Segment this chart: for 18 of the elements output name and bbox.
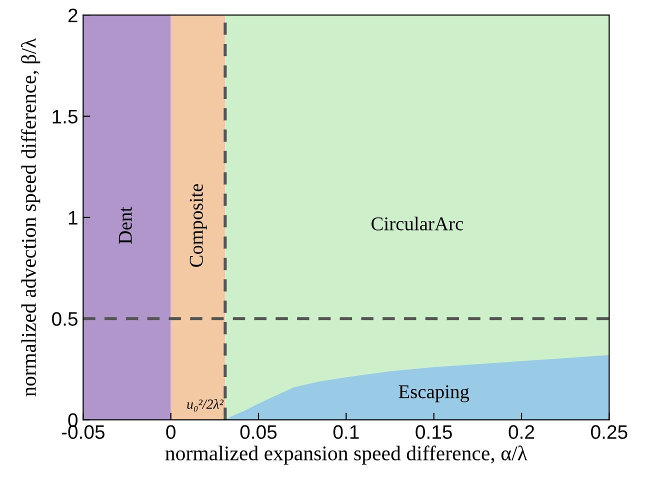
band-label: Dent [118, 206, 132, 244]
x-tick-label: 0.25 [591, 425, 628, 439]
x-axis-title: normalized expansion speed difference, α/λ [165, 446, 528, 465]
x-tick-label: 0.1 [333, 425, 359, 439]
band-label: CircularArc [372, 216, 464, 230]
y-axis-title: normalized advection speed difference, β/λ [21, 38, 40, 396]
ref-line-label: u₀²/2λ² [187, 398, 224, 412]
band-label: Composite [190, 184, 207, 267]
x-tick-label: 0.15 [416, 425, 452, 439]
x-tick-label: 0 [166, 425, 176, 439]
series-label: Escaping [398, 385, 470, 402]
x-tick-label: 0.2 [508, 425, 534, 439]
y-tick-label: 1.5 [52, 110, 78, 124]
y-tick-label: 2 [68, 8, 78, 22]
x-tick-label: -0.05 [62, 425, 105, 439]
y-tick-label: 0.5 [52, 312, 78, 326]
x-tick-label: 0.05 [240, 425, 277, 439]
y-tick-label: 1 [68, 211, 78, 224]
